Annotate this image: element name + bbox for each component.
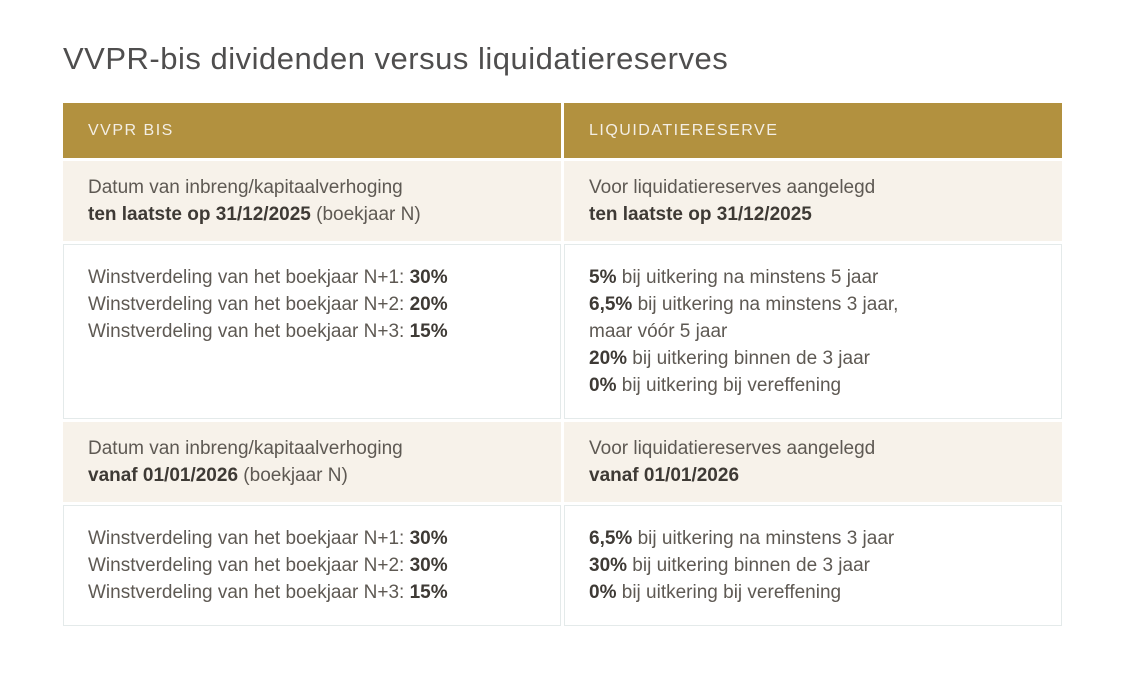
bold-text: 30% bbox=[589, 555, 628, 576]
bold-text: ten laatste op 31/12/2025 bbox=[589, 204, 812, 225]
cell-line: 6,5% bij uitkering na minstens 3 jaar, bbox=[589, 291, 1037, 318]
text: Datum van inbreng/kapitaalverhoging bbox=[88, 438, 403, 459]
table-cell: Voor liquidatiereserves aangelegd ten laa… bbox=[564, 161, 1062, 241]
page: VVPR-bis dividenden versus liquidatieres… bbox=[63, 41, 1062, 626]
bold-text: 20% bbox=[589, 348, 628, 369]
cell-line: 0% bij uitkering bij vereffening bbox=[589, 579, 1037, 606]
cell-line: 6,5% bij uitkering na minstens 3 jaar bbox=[589, 525, 1037, 552]
bold-text: vanaf 01/01/2026 bbox=[88, 465, 239, 486]
table-cell: Datum van inbreng/kapitaalverhoging vanaf… bbox=[63, 422, 561, 502]
cell-line: Winstverdeling van het boekjaar N+3: 15% bbox=[88, 318, 536, 345]
bold-text: 30% bbox=[409, 528, 448, 549]
table-cell: Voor liquidatiereserves aangelegd vanaf 0… bbox=[564, 422, 1062, 502]
header-cell-liquidatiereserve: LIQUIDATIERESERVE bbox=[564, 103, 1062, 158]
bold-text: 15% bbox=[409, 582, 448, 603]
text: Voor liquidatiereserves aangelegd bbox=[589, 177, 876, 198]
text: (boekjaar N) bbox=[238, 465, 348, 486]
text: bij uitkering na minstens 5 jaar bbox=[616, 267, 879, 288]
header-cell-vvpr-bis: VVPR BIS bbox=[63, 103, 561, 158]
cell-line: Winstverdeling van het boekjaar N+2: 20% bbox=[88, 291, 536, 318]
table-cell: Winstverdeling van het boekjaar N+1: 30%… bbox=[63, 244, 561, 419]
table-header-row: VVPR BIS LIQUIDATIERESERVE bbox=[63, 103, 1062, 158]
bold-text: vanaf 01/01/2026 bbox=[589, 465, 740, 486]
bold-text: 30% bbox=[409, 267, 448, 288]
text: Voor liquidatiereserves aangelegd bbox=[589, 438, 876, 459]
text: bij uitkering bij vereffening bbox=[616, 582, 842, 603]
cell-line: Winstverdeling van het boekjaar N+2: 30% bbox=[88, 552, 536, 579]
cell-line: Winstverdeling van het boekjaar N+3: 15% bbox=[88, 579, 536, 606]
table-row: Datum van inbreng/kapitaalverhoging ten l… bbox=[63, 161, 1062, 241]
text: Winstverdeling van het boekjaar N+2: bbox=[88, 555, 410, 576]
text: maar vóór 5 jaar bbox=[589, 321, 728, 342]
table-cell: 6,5% bij uitkering na minstens 3 jaar 30%… bbox=[564, 505, 1062, 626]
table-row: Winstverdeling van het boekjaar N+1: 30%… bbox=[63, 244, 1062, 419]
table-row: Winstverdeling van het boekjaar N+1: 30%… bbox=[63, 505, 1062, 626]
page-title: VVPR-bis dividenden versus liquidatieres… bbox=[63, 41, 729, 76]
bold-text: ten laatste op 31/12/2025 bbox=[88, 204, 311, 225]
cell-line: ten laatste op 31/12/2025 bbox=[589, 201, 1037, 228]
bold-text: 0% bbox=[589, 582, 617, 603]
bold-text: 6,5% bbox=[589, 528, 633, 549]
bold-text: 6,5% bbox=[589, 294, 633, 315]
cell-line: 0% bij uitkering bij vereffening bbox=[589, 372, 1037, 399]
text: Winstverdeling van het boekjaar N+2: bbox=[88, 294, 410, 315]
text: bij uitkering na minstens 3 jaar, bbox=[632, 294, 899, 315]
cell-line: Voor liquidatiereserves aangelegd bbox=[589, 435, 1037, 462]
text: bij uitkering bij vereffening bbox=[616, 375, 842, 396]
bold-text: 30% bbox=[409, 555, 448, 576]
cell-line: Winstverdeling van het boekjaar N+1: 30% bbox=[88, 264, 536, 291]
bold-text: 20% bbox=[409, 294, 448, 315]
text: Winstverdeling van het boekjaar N+1: bbox=[88, 267, 410, 288]
text: Winstverdeling van het boekjaar N+3: bbox=[88, 582, 410, 603]
table-body: Datum van inbreng/kapitaalverhoging ten l… bbox=[63, 161, 1062, 626]
table-cell: Datum van inbreng/kapitaalverhoging ten l… bbox=[63, 161, 561, 241]
cell-line: maar vóór 5 jaar bbox=[589, 318, 1037, 345]
table-cell: 5% bij uitkering na minstens 5 jaar 6,5% … bbox=[564, 244, 1062, 419]
cell-line: vanaf 01/01/2026 bbox=[589, 462, 1037, 489]
bold-text: 5% bbox=[589, 267, 617, 288]
cell-line: 20% bij uitkering binnen de 3 jaar bbox=[589, 345, 1037, 372]
text: (boekjaar N) bbox=[310, 204, 421, 225]
table-row: Datum van inbreng/kapitaalverhoging vanaf… bbox=[63, 422, 1062, 502]
cell-line: vanaf 01/01/2026 (boekjaar N) bbox=[88, 462, 536, 489]
cell-line: Datum van inbreng/kapitaalverhoging bbox=[88, 174, 536, 201]
text: bij uitkering na minstens 3 jaar bbox=[632, 528, 895, 549]
cell-line: 5% bij uitkering na minstens 5 jaar bbox=[589, 264, 1037, 291]
bold-text: 0% bbox=[589, 375, 617, 396]
text: bij uitkering binnen de 3 jaar bbox=[627, 348, 870, 369]
bold-text: 15% bbox=[409, 321, 448, 342]
cell-line: 30% bij uitkering binnen de 3 jaar bbox=[589, 552, 1037, 579]
text: bij uitkering binnen de 3 jaar bbox=[627, 555, 870, 576]
cell-line: Datum van inbreng/kapitaalverhoging bbox=[88, 435, 536, 462]
cell-line: Winstverdeling van het boekjaar N+1: 30% bbox=[88, 525, 536, 552]
text: Datum van inbreng/kapitaalverhoging bbox=[88, 177, 403, 198]
text: Winstverdeling van het boekjaar N+1: bbox=[88, 528, 410, 549]
comparison-table: VVPR BIS LIQUIDATIERESERVE Datum van inb… bbox=[63, 103, 1062, 626]
cell-line: ten laatste op 31/12/2025 (boekjaar N) bbox=[88, 201, 536, 228]
cell-line: Voor liquidatiereserves aangelegd bbox=[589, 174, 1037, 201]
text: Winstverdeling van het boekjaar N+3: bbox=[88, 321, 410, 342]
table-cell: Winstverdeling van het boekjaar N+1: 30%… bbox=[63, 505, 561, 626]
